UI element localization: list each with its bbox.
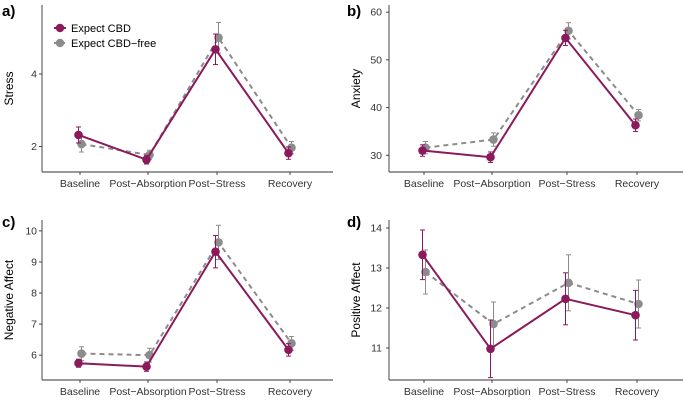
data-point-expect-cbd-free <box>634 299 643 309</box>
panel-label: a) <box>2 3 15 20</box>
y-axis-label: Stress <box>2 71 16 105</box>
x-tick-label: Baseline <box>404 178 444 190</box>
y-tick-label: 60 <box>370 7 382 19</box>
series-line-expect-cbd-free <box>424 271 639 326</box>
panel-2: 30 40 50 60 Baseline Post−Absorption Post−Stre… <box>347 3 683 190</box>
data-point-expect-cbd-free <box>421 267 430 277</box>
data-point-expect-cbd-free <box>634 110 643 120</box>
x-tick-label: Recovery <box>615 386 660 398</box>
series-line-expect-cbd-free <box>81 35 293 157</box>
y-axis-label: Positive Affect <box>349 262 363 338</box>
legend: Expect CBD Expect CBD−free <box>54 23 156 50</box>
legend-marker-expect-cbd-free <box>55 38 65 48</box>
panel-1: 2 4 Baseline Post−Absorption Post−Stress Reco… <box>2 3 333 190</box>
data-point-expect-cbd <box>74 130 83 140</box>
series-line-expect-cbd <box>78 47 290 161</box>
series-line-expect-cbd-free <box>81 240 293 357</box>
y-tick-label: 6 <box>31 350 37 362</box>
y-tick-label: 40 <box>370 102 382 114</box>
y-tick-label: 8 <box>31 288 37 300</box>
data-point-expect-cbd-free <box>564 278 573 288</box>
series-line-expect-cbd <box>78 249 290 368</box>
x-tick-label: Post−Stress <box>189 178 246 190</box>
data-point-expect-cbd-free <box>287 339 296 348</box>
data-point-expect-cbd <box>284 345 293 355</box>
y-tick-label: 12 <box>370 303 382 315</box>
y-tick-label: 50 <box>370 54 382 66</box>
y-tick-label: 4 <box>31 68 37 80</box>
panel-4: 11 12 13 14 Baseline Post−Absorption Post−Stre… <box>347 214 683 398</box>
panel-3: 6 7 8 9 10 Baseline Post−Absorption Post−Stress… <box>2 214 333 398</box>
data-point-expect-cbd <box>418 146 427 155</box>
data-point-expect-cbd-free <box>214 238 223 247</box>
panel-label: b) <box>347 3 361 20</box>
data-point-expect-cbd-free <box>77 349 86 358</box>
panel-label: d) <box>347 214 361 231</box>
x-tick-label: Recovery <box>615 178 660 190</box>
y-tick-label: 2 <box>31 141 37 153</box>
series-line-expect-cbd <box>421 254 636 351</box>
x-tick-label: Recovery <box>268 386 313 398</box>
data-point-expect-cbd-free <box>214 33 223 42</box>
x-tick-label: Post−Absorption <box>453 386 531 398</box>
y-tick-label: 7 <box>31 319 37 331</box>
series-line-expect-cbd-free <box>425 29 640 149</box>
data-point-expect-cbd <box>486 344 495 354</box>
x-tick-label: Recovery <box>268 178 313 190</box>
x-tick-label: Baseline <box>404 386 444 398</box>
data-point-expect-cbd-free <box>489 319 498 329</box>
x-tick-label: Post−Stress <box>539 386 596 398</box>
data-point-expect-cbd <box>418 250 427 260</box>
panel-label: c) <box>2 214 15 231</box>
data-point-expect-cbd-free <box>489 135 498 144</box>
y-tick-label: 30 <box>370 150 382 162</box>
data-point-expect-cbd <box>631 310 640 320</box>
x-tick-label: Post−Absorption <box>109 178 187 190</box>
y-tick-label: 9 <box>31 256 37 268</box>
x-tick-label: Baseline <box>60 178 100 190</box>
x-tick-label: Post−Stress <box>539 178 596 190</box>
x-tick-label: Post−Absorption <box>109 386 187 398</box>
data-point-expect-cbd <box>211 247 220 256</box>
data-point-expect-cbd <box>211 44 220 54</box>
y-axis-label: Negative Affect <box>2 259 16 340</box>
y-tick-label: 13 <box>370 263 382 275</box>
y-axis-label: Anxiety <box>349 69 363 108</box>
data-point-expect-cbd <box>142 362 151 371</box>
data-point-expect-cbd <box>631 120 640 130</box>
y-tick-label: 11 <box>371 343 382 355</box>
legend-marker-expect-cbd <box>55 23 65 33</box>
data-point-expect-cbd <box>561 294 570 304</box>
data-point-expect-cbd <box>74 358 83 368</box>
data-point-expect-cbd <box>486 152 495 162</box>
legend-label-expect-cbd: Expect CBD <box>71 23 131 35</box>
series-line-expect-cbd <box>422 36 637 159</box>
y-tick-label: 10 <box>25 225 37 237</box>
data-point-expect-cbd-free <box>564 26 573 36</box>
data-point-expect-cbd <box>284 148 293 158</box>
data-point-expect-cbd <box>142 155 151 164</box>
x-tick-label: Baseline <box>60 386 100 398</box>
data-point-expect-cbd <box>561 33 570 43</box>
legend-label-expect-cbd-free: Expect CBD−free <box>71 38 156 50</box>
data-point-expect-cbd-free <box>77 139 86 149</box>
x-tick-label: Post−Absorption <box>453 178 531 190</box>
y-tick-label: 14 <box>370 223 382 235</box>
x-tick-label: Post−Stress <box>189 386 246 398</box>
